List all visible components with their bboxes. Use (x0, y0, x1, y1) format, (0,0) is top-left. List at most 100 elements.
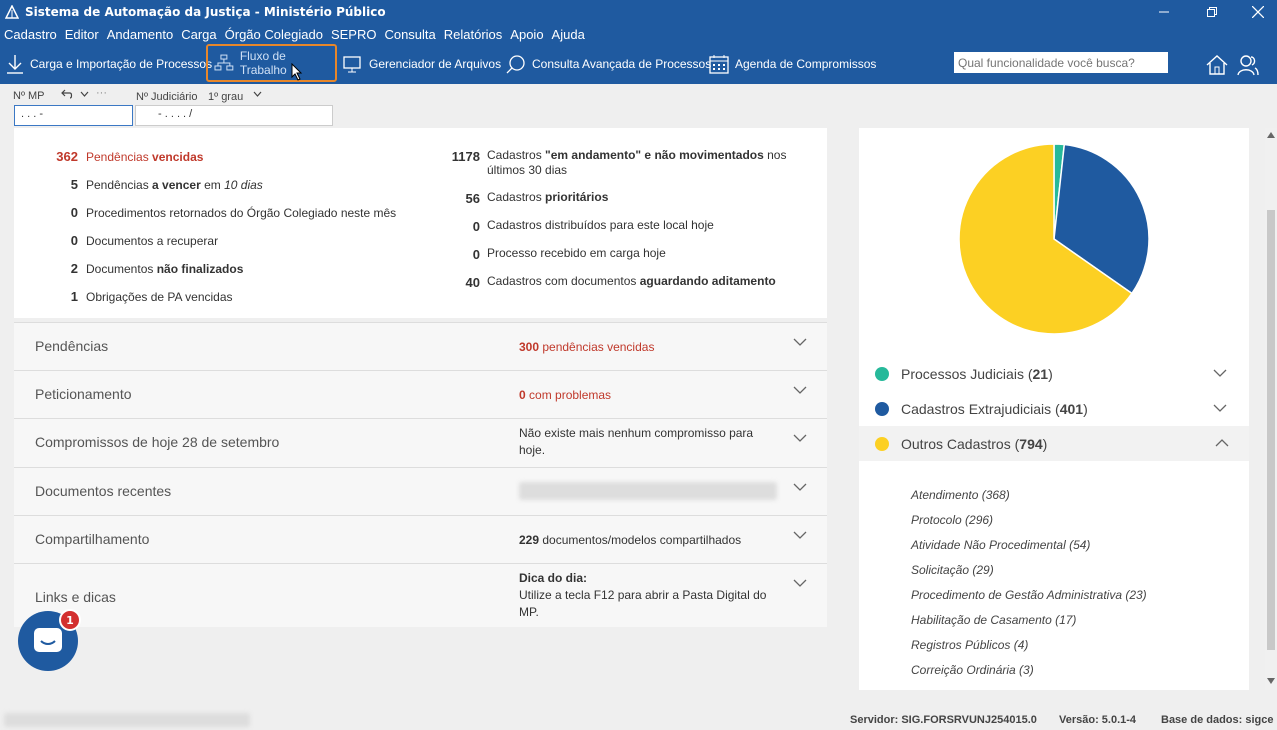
summary-item[interactable]: Documentos não finalizados (86, 262, 244, 276)
menu-item[interactable]: Editor (64, 26, 99, 42)
menu-item[interactable]: Cadastro (4, 26, 57, 42)
judiciario-input[interactable]: - . . . . / (135, 105, 333, 126)
section-3[interactable]: Documentos recentes (14, 467, 827, 515)
section-title: Pendências (35, 338, 109, 354)
menu-item[interactable]: Carga (181, 26, 217, 42)
chevron-up-icon[interactable] (1215, 438, 1229, 448)
minimize-icon (1159, 11, 1169, 13)
workflow-icon (214, 54, 234, 71)
chevron-down-icon[interactable] (793, 335, 807, 349)
base-text: Base de dados: sigce (1161, 714, 1274, 726)
menu-item[interactable]: Ajuda (551, 26, 585, 42)
chevron-down-icon[interactable] (1213, 403, 1227, 413)
home-icon[interactable] (1206, 54, 1228, 76)
scroll-up-icon[interactable] (1267, 132, 1275, 138)
gerenciador-label: Gerenciador de Arquivos (369, 57, 502, 71)
chevron-down-icon[interactable] (253, 91, 262, 97)
tip-text: Utilize a tecla F12 para abrir a Pasta D… (519, 588, 767, 619)
users-icon[interactable] (1237, 54, 1259, 76)
legend-count: 794 (1019, 435, 1043, 452)
menu-item[interactable]: Órgão Colegiado (224, 26, 323, 42)
section-value: Não existe mais nenhum compromisso para … (519, 426, 754, 457)
chat-launcher[interactable] (18, 611, 78, 671)
download-icon (7, 55, 23, 74)
more-icon[interactable]: ··· (96, 87, 107, 99)
scrollbar[interactable] (1265, 128, 1277, 690)
scroll-down-icon[interactable] (1267, 678, 1275, 684)
fluxo-button[interactable]: Fluxo de Trabalho (206, 44, 337, 82)
agenda-label: Agenda de Compromissos (735, 57, 877, 71)
legend-item[interactable]: Cadastros Extrajudiciais (401) (859, 391, 1249, 426)
outros-item[interactable]: Atividade Não Procedimental (54) (911, 538, 1091, 552)
summary-item[interactable]: Obrigações de PA vencidas (86, 290, 233, 304)
agenda-button[interactable]: Agenda de Compromissos (709, 44, 876, 84)
chevron-down-icon[interactable] (793, 480, 807, 494)
outros-item[interactable]: Solicitação (29) (911, 563, 994, 577)
outros-item[interactable]: Registros Públicos (4) (911, 638, 1029, 652)
section-2[interactable]: Compromissos de hoje 28 de setembro Não e… (14, 418, 827, 467)
search-input[interactable] (954, 52, 1168, 73)
summary-item[interactable]: Cadastros distribuídos para este local h… (487, 218, 714, 232)
menu-item[interactable]: SEPRO (330, 26, 377, 42)
fluxo-label: Fluxo de Trabalho (239, 49, 287, 77)
monitor-icon (343, 56, 361, 73)
undo-icon[interactable] (61, 89, 73, 99)
mp-input[interactable]: . . . - (14, 105, 133, 126)
summary-count: 1178 (451, 149, 480, 164)
carga-button[interactable]: Carga e Importação de Processos (6, 44, 212, 84)
section-4[interactable]: Compartilhamento 229 documentos/modelos c… (14, 515, 827, 563)
legend-item[interactable]: Processos Judiciais (21) (859, 356, 1249, 391)
legend-label: Processos Judiciais (901, 365, 1024, 382)
section-title: Peticionamento (35, 386, 132, 402)
outros-item[interactable]: Protocolo (296) (911, 513, 994, 527)
menu-item[interactable]: Andamento (106, 26, 174, 42)
section-title: Compromissos de hoje 28 de setembro (35, 434, 280, 450)
outros-item[interactable]: Correição Ordinária (3) (911, 663, 1034, 677)
outros-item[interactable]: Atendimento (368) (911, 488, 1010, 502)
consulta-button[interactable]: Consulta Avançada de Processos (506, 44, 711, 84)
summary-count: 5 (70, 177, 78, 192)
summary-item[interactable]: Pendências vencidas (86, 150, 204, 164)
summary-item[interactable]: Cadastros com documentos aguardando adit… (487, 274, 776, 288)
grau-select[interactable]: 1º grau (208, 91, 244, 103)
menu-item[interactable]: Consulta (384, 26, 436, 42)
outros-item[interactable]: Procedimento de Gestão Administrativa (2… (911, 588, 1147, 602)
section-5[interactable]: Links e dicas Dica do dia: Utilize a tecla… (14, 563, 827, 627)
scrollbar-thumb[interactable] (1267, 210, 1275, 650)
chevron-down-icon[interactable] (793, 576, 807, 590)
summary-item[interactable]: Cadastros "em andamento" e não movimenta… (487, 148, 787, 177)
pie-slice-cadastros-extrajudiciais[interactable] (1053, 143, 1150, 295)
title-bar: Sistema de Automação da Justiça - Minist… (0, 0, 1277, 24)
judiciario-label: Nº Judiciário (136, 91, 198, 103)
window-title: Sistema de Automação da Justiça - Minist… (25, 5, 386, 19)
section-title: Links e dicas (35, 589, 116, 605)
summary-item[interactable]: Cadastros prioritários (487, 190, 609, 204)
chevron-down-icon[interactable] (793, 431, 807, 445)
section-0[interactable]: Pendências 300 pendências vencidas (14, 322, 827, 370)
menu-item[interactable]: Relatórios (443, 26, 503, 42)
pie-slice-outros-cadastros[interactable] (958, 143, 1133, 335)
minimize-button[interactable] (1141, 0, 1187, 24)
summary-count: 0 (472, 219, 480, 234)
menu-item[interactable]: Apoio (510, 26, 544, 42)
toolbar: Carga e Importação de Processos Fluxo de… (0, 44, 1277, 84)
summary-item[interactable]: Pendências a vencer em 10 dias (86, 178, 263, 192)
app-logo-icon (5, 5, 19, 19)
chevron-down-icon[interactable] (1213, 368, 1227, 378)
summary-count: 2 (70, 261, 78, 276)
section-count: 0 (519, 388, 526, 402)
legend-dot-icon (875, 366, 889, 381)
summary-item[interactable]: Documentos a recuperar (86, 234, 219, 248)
close-button[interactable] (1235, 0, 1277, 24)
outros-item[interactable]: Habilitação de Casamento (17) (911, 613, 1077, 627)
summary-count: 362 (56, 149, 78, 164)
chevron-down-icon[interactable] (793, 528, 807, 542)
restore-button[interactable] (1189, 0, 1235, 24)
chevron-down-icon[interactable] (80, 91, 89, 97)
legend-item[interactable]: Outros Cadastros (794) (859, 426, 1249, 461)
gerenciador-button[interactable]: Gerenciador de Arquivos (343, 44, 501, 84)
chevron-down-icon[interactable] (793, 383, 807, 397)
summary-item[interactable]: Procedimentos retornados do Órgão Colegi… (86, 206, 397, 220)
section-1[interactable]: Peticionamento 0 com problemas (14, 370, 827, 418)
summary-item[interactable]: Processo recebido em carga hoje (487, 246, 666, 260)
